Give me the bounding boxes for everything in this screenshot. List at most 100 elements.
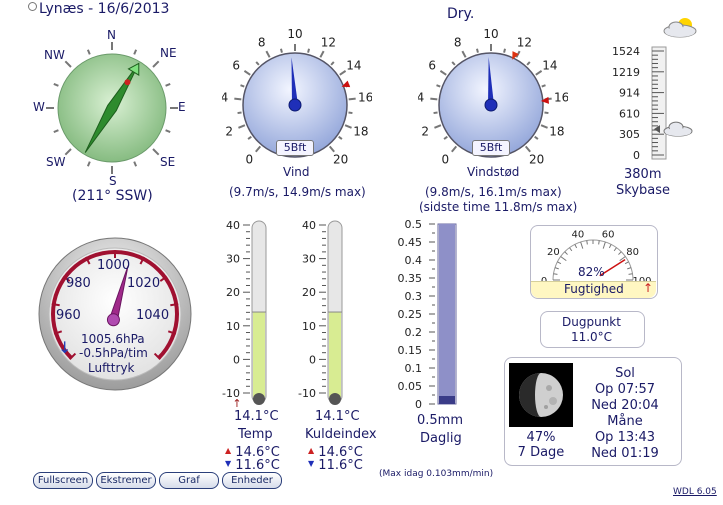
baro-1040-label: 1040 [136,308,170,323]
cloud-icon [663,121,693,137]
rain-scale-label: 0.5 [405,218,423,231]
baro-tick [170,303,179,307]
units-button[interactable]: Enheder [222,472,282,489]
dial-hub [288,98,302,112]
humidity-tick [553,273,558,275]
dial-tick [255,61,260,66]
compass-marker [124,79,131,86]
baro-tick [62,275,71,282]
dial-tick [451,61,456,66]
temp-label: Temp [238,427,273,442]
dial-tick [534,135,539,140]
rain-label: Daglig [420,431,462,446]
thermometer-bulb [253,393,265,405]
baro-tick [139,256,145,265]
dial-number: 20 [529,152,544,166]
cloudbase-value: 380m [624,167,662,182]
dial-tick [541,84,546,88]
rain-scale-label: 0.1 [405,362,423,375]
compass-tick [86,161,91,167]
rain-scale-label: 0.45 [398,236,423,249]
thermometer-scale-label: -10 [222,387,240,400]
dewpoint-label: Dugpunkt [562,315,621,329]
baro-1000-label: 1000 [97,258,131,273]
thermometer-scale-label: 40 [302,219,316,232]
fullscreen-button[interactable]: Fullscreen [33,472,93,489]
moon-age: 7 Dage [517,445,565,460]
dial-tick [237,111,242,115]
extremes-button[interactable]: Ekstremer [96,472,156,489]
max-marker [341,80,351,88]
humidity-tick [602,241,606,249]
dial-number: 14 [542,58,557,72]
dial-number: 18 [549,125,564,139]
humidity-tick [628,273,633,275]
up-triangle-icon: ▲ [308,446,315,455]
humidity-tick [557,261,562,265]
dial-tick [503,48,507,53]
dial-number: 0 [246,152,254,166]
temp-high: ▲ 14.6°C [225,445,280,460]
rising-trend-icon: ↑ [643,281,654,295]
wind-direction-text: (211° SSW) [72,188,153,204]
dial-tick [307,48,311,53]
baro-tick [85,256,91,265]
rain-scale-label: 0.35 [398,272,423,285]
dial-tick [430,97,438,101]
humidity-tick [580,241,584,249]
rain-scale-label: 0.05 [398,380,423,393]
rain-fill [439,224,455,404]
dial-tick [434,124,442,129]
compass-tick [53,129,59,134]
humidity-tick [613,247,617,252]
compass-nw-label: NW [44,48,65,62]
baro-pressure-value: 1005.6hPa [81,332,145,346]
cloudbase-scale-label: 305 [619,128,640,141]
sunrise: Op 07:57 [594,382,656,397]
dial-tick [475,48,479,53]
humidity-scale-label: 40 [571,229,584,240]
compass-tick [64,60,72,68]
dial-tick [328,145,335,153]
dial-tick [255,145,262,153]
dial-tick [436,84,441,88]
cloudbase-pointer [654,125,660,134]
moonrise: Op 13:43 [594,430,656,445]
dial-number: 8 [454,35,462,49]
dial-number: 4 [418,91,424,105]
thermometer-scale-label: 30 [226,253,240,266]
compass-tick [152,148,160,156]
dial-tick [234,97,242,101]
moon-label: Måne [607,414,643,429]
dial-tick [544,111,549,115]
dial-number: 16 [358,91,372,105]
dial-number: 6 [232,58,240,72]
compass-w-label: W [33,100,45,114]
compass-tick [133,49,138,55]
up-triangle-icon: ▲ [225,446,232,455]
station-title: Lynæs - 16/6/2013 [28,1,169,17]
dial-tick [339,70,347,76]
wind-direction-compass [46,42,178,174]
radio-icon[interactable] [28,2,37,11]
down-triangle-icon: ▼ [308,459,315,468]
humidity-tick [554,267,559,270]
humidity-value: 82% [578,265,605,279]
dial-needle [488,57,494,106]
windchill-label: Kuldeindex [305,427,377,442]
dial-number: 10 [483,27,498,41]
dial-number: 0 [442,152,450,166]
thermometer-scale-label: 20 [226,286,240,299]
dial-number: 20 [333,152,348,166]
windchill-thermometer: 40 30 20 10 0 -10 [298,219,343,405]
compass-tick [53,82,59,87]
dial-number: 2 [225,125,233,139]
cloudbase-scale: 1524 1219 914 610 305 0 [612,45,693,162]
down-triangle-icon: ▼ [225,459,232,468]
rain-scale-label: 0.4 [405,254,423,267]
compass-tick [152,60,160,68]
version-label: WDL 6.05 [673,487,717,497]
thermometer-fill [253,312,265,397]
graph-button[interactable]: Graf [159,472,219,489]
thermometer-scale-label: -10 [298,387,316,400]
